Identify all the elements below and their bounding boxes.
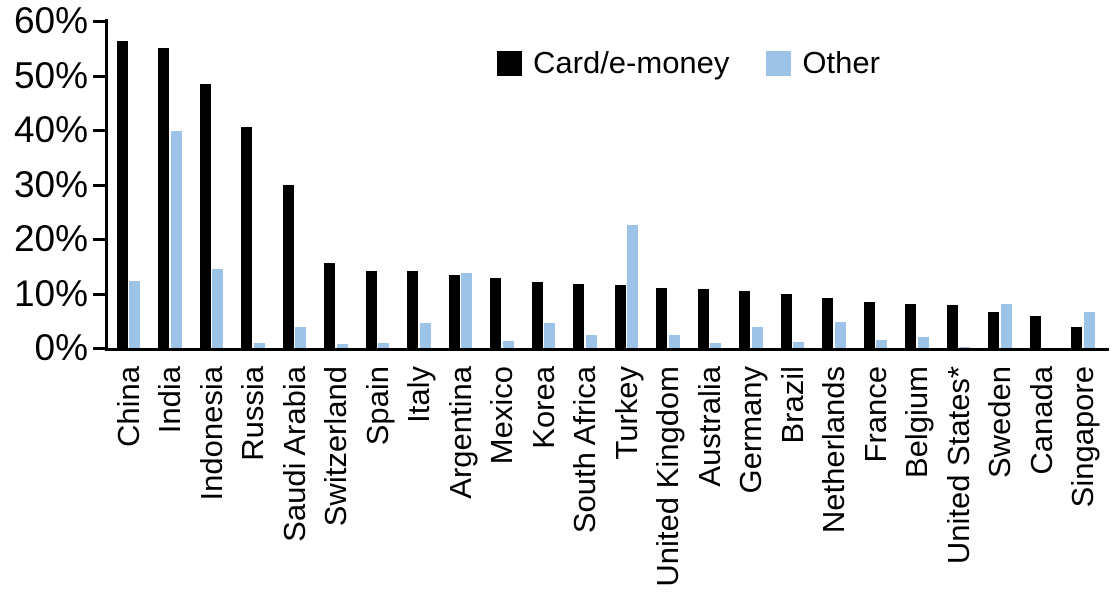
bar-other-china [129,281,140,348]
bar-other-netherlands [834,322,846,348]
bar-other-belgium [917,337,929,348]
x-axis-label-mexico: Mexico [484,366,520,465]
bar-card-e-money-united-states [946,305,958,348]
bar-card-e-money-singapore [1071,327,1082,348]
x-axis-label-russia: Russia [235,366,271,461]
legend-swatch-other [766,50,792,76]
bar-card-e-money-saudi-arabia [282,185,294,348]
y-axis-label-30: 30% [13,164,88,205]
bar-card-e-money-spain [365,271,377,348]
y-axis-label-40: 40% [13,109,88,150]
x-axis-line [105,348,1109,351]
y-axis-line [105,19,108,351]
y-axis-tick-20 [93,238,105,241]
x-axis-label-italy: Italy [401,366,437,423]
x-axis-label-singapore: Singapore [1065,366,1101,508]
bar-card-e-money-germany [739,291,750,348]
y-axis-tick-10 [93,293,105,296]
bar-other-sweden [1000,304,1012,348]
bar-card-e-money-sweden [988,312,999,348]
x-axis-label-united-states: United States* [940,366,976,565]
bar-card-e-money-turkey [614,285,626,348]
legend-swatch-card-emoney [497,50,522,76]
y-axis-label-60: 60% [13,0,88,41]
x-axis-label-saudi-arabia: Saudi Arabia [276,366,312,542]
bar-other-brazil [793,342,804,348]
y-axis-tick-50 [93,75,105,78]
bar-card-e-money-france [863,302,875,348]
bar-other-south-africa [585,335,597,348]
x-axis-label-belgium: Belgium [899,366,935,478]
bar-card-e-money-italy [407,271,418,348]
bar-other-switzerland [336,344,348,348]
bar-card-e-money-south-africa [573,284,584,348]
bar-other-singapore [1083,312,1095,348]
bar-card-e-money-netherlands [822,298,833,348]
bar-other-russia [253,343,265,348]
x-axis-label-india: India [152,366,188,434]
y-axis-label-50: 50% [13,55,88,96]
bar-other-korea [544,323,555,348]
bar-other-france [876,340,887,348]
x-axis-label-united-kingdom: United Kingdom [650,366,686,587]
x-axis-label-spain: Spain [359,366,395,446]
bar-card-e-money-switzerland [324,263,335,348]
bar-card-e-money-australia [697,289,709,348]
bar-card-e-money-korea [531,282,543,348]
bar-other-india [170,131,182,348]
x-axis-label-france: France [857,366,893,463]
x-axis-label-brazil: Brazil [774,366,810,444]
y-axis-tick-60 [93,20,105,23]
x-axis-label-turkey: Turkey [608,366,644,460]
bar-card-e-money-mexico [490,278,501,348]
bar-card-e-money-russia [241,127,252,348]
bar-other-germany [751,327,763,348]
x-axis-label-netherlands: Netherlands [816,366,852,534]
bar-other-mexico [502,341,514,348]
bar-other-turkey [627,225,638,348]
bar-card-e-money-belgium [905,304,916,348]
x-axis-label-switzerland: Switzerland [318,366,354,527]
bar-other-argentina [461,273,472,348]
x-axis-label-china: China [110,366,146,447]
bar-card-e-money-china [116,41,128,348]
x-axis-label-south-africa: South Africa [567,366,603,534]
x-axis-label-argentina: Argentina [442,366,478,499]
legend-label-other: Other [802,45,880,80]
legend-item-other: Other [766,45,880,81]
bar-other-australia [710,343,721,348]
bar-other-saudi-arabia [295,327,306,348]
y-axis-label-10: 10% [13,273,88,314]
x-axis-label-australia: Australia [691,366,727,487]
bar-card-e-money-canada [1029,316,1041,348]
y-axis-tick-0 [93,347,105,350]
bar-card-e-money-brazil [780,294,792,348]
bar-other-italy [419,323,431,348]
x-axis-label-canada: Canada [1023,366,1059,475]
x-axis-label-korea: Korea [525,366,561,449]
bar-card-e-money-united-kingdom [656,288,667,348]
legend-item-card-emoney: Card/e-money [497,45,729,81]
y-axis-label-20: 20% [13,218,88,259]
bar-card-e-money-india [158,48,169,348]
y-axis-tick-30 [93,184,105,187]
bar-other-indonesia [212,269,223,348]
x-axis-label-germany: Germany [733,366,769,494]
legend-label-card-emoney: Card/e-money [533,45,730,80]
bar-other-united-kingdom [668,335,680,348]
bar-other-spain [378,343,389,348]
x-axis-label-sweden: Sweden [982,366,1018,479]
x-axis-label-indonesia: Indonesia [193,366,229,501]
bar-other-united-states [959,347,970,348]
legend: Card/e-money Other [497,45,880,81]
y-axis-label-0: 0% [34,327,88,368]
y-axis-tick-40 [93,129,105,132]
bar-card-e-money-argentina [448,275,460,348]
bar-card-e-money-indonesia [199,84,211,348]
